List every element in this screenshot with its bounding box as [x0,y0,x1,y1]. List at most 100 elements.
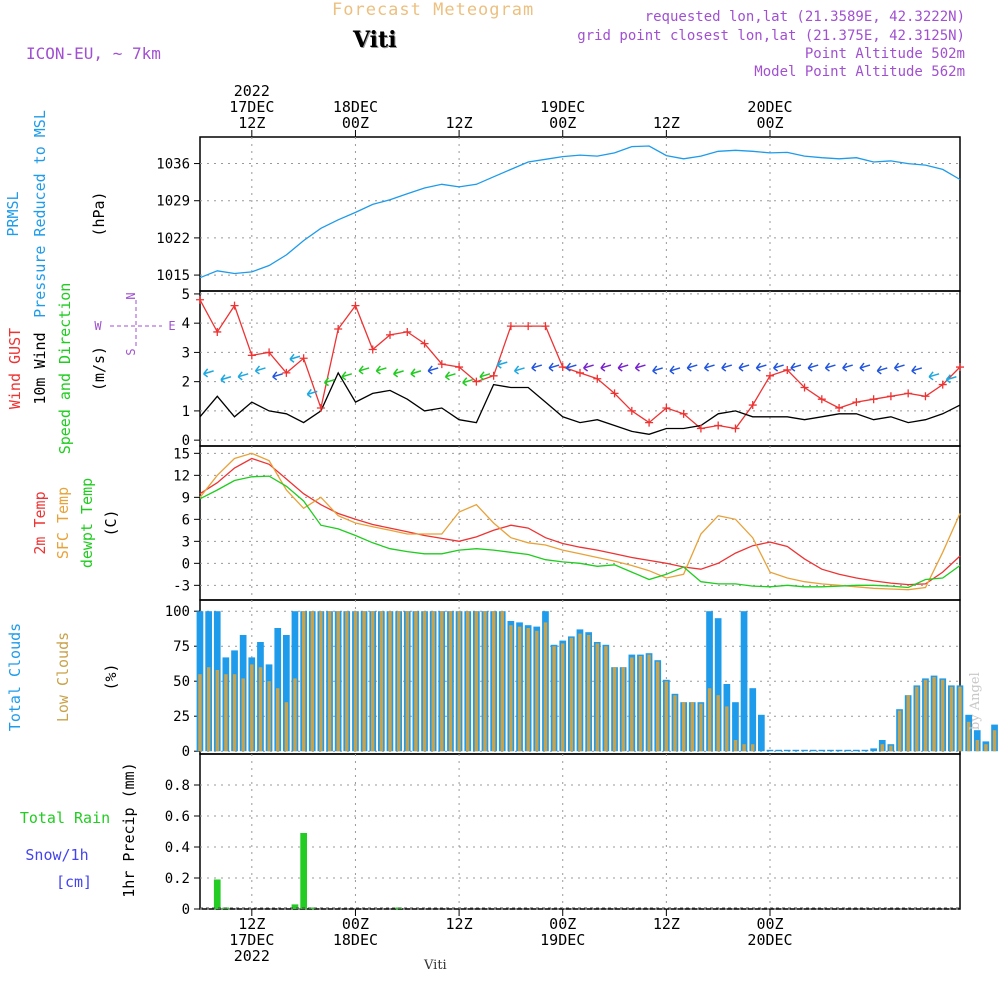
cloud-total-bar-64 [749,688,757,752]
pressure-ytick-label-3: 1036 [156,157,190,173]
gust-marker-41 [904,389,913,398]
wind-ytick-label-3: 3 [182,345,190,361]
precip-ytick-label-3: 0.6 [165,809,190,825]
wind-direction-arrow-27 [669,365,681,375]
wind-direction-arrow-29 [703,362,715,372]
requested-coords: requested lon,lat (21.3589E, 42.3222N) [644,9,965,25]
gust-marker-0 [196,295,204,304]
cloud-low-bar-12 [302,611,306,752]
pressure-ytick-label-2: 1029 [156,194,190,210]
cloud-low-bar-6 [250,664,254,752]
top-time-label-5-1: 00Z [756,114,783,132]
cloud-low-bar-36 [509,625,513,752]
cloud-low-bar-16 [336,611,340,752]
clouds-label-1: Low Clouds [54,632,72,722]
cloud-low-bar-4 [232,674,237,752]
cloud-low-bar-18 [353,611,358,752]
wind-direction-arrow-26 [652,365,663,375]
gust-marker-25 [627,406,636,415]
temperature-ytick-label-5: 12 [173,468,190,484]
precip-label-axis: 1hr Precip (mm) [120,762,138,897]
gust-marker-10 [368,345,377,354]
clouds-ytick-label-0: 0 [182,744,190,760]
cloud-low-bar-59 [707,688,712,752]
wind-direction-arrow-9 [358,365,370,375]
temperature-series-tsfc [199,452,961,591]
wind-series-wind10m [199,371,961,435]
cloud-low-bar-40 [543,622,548,752]
gust-marker-31 [731,424,740,433]
cloud-low-bar-33 [483,611,487,752]
cloud-low-bar-47 [604,646,608,752]
cloud-low-bar-7 [258,667,263,752]
temperature-label-3: (C) [102,509,120,536]
wind-direction-arrow-31 [738,362,750,372]
bottom-time-label-4-0: 12Z [653,915,680,933]
cloud-total-bar-10 [283,635,290,752]
cloud-total-bar-69 [792,749,800,752]
wind-direction-arrow-36 [824,362,836,372]
credit-watermark: by Angel [968,672,983,730]
product-title: Forecast Meteogram [332,0,535,20]
cloud-total-bar-73 [827,749,834,752]
gust-marker-1 [213,327,222,336]
cloud-total-bar-76 [853,749,860,752]
gust-marker-42 [921,392,930,401]
cloud-low-bar-46 [595,643,599,752]
gust-marker-18 [506,322,515,331]
cloud-low-bar-91 [984,744,988,752]
wind-direction-arrow-21 [565,362,577,372]
pressure-label-0: PRMSL [4,191,22,236]
cloud-low-bar-81 [897,710,902,752]
gust-marker-7 [316,403,325,412]
cloud-total-bar-75 [844,749,852,752]
wind-direction-arrow-5 [289,353,301,363]
cloud-low-bar-60 [716,695,720,752]
gust-marker-36 [817,395,826,404]
temperature-ytick-label-3: 6 [182,512,190,528]
cloud-low-bar-2 [215,670,219,752]
wind-direction-arrow-13 [427,365,439,375]
cloud-low-bar-19 [362,611,366,752]
gust-marker-22 [576,368,584,377]
cloud-low-bar-15 [327,611,332,752]
cloud-total-bar-77 [861,749,869,752]
pressure-label-1: Pressure Reduced to MSL [31,110,49,318]
wind-direction-arrow-37 [842,362,853,372]
cloud-low-bar-92 [992,730,997,752]
cloud-low-bar-24 [405,611,409,752]
wind-direction-arrow-39 [876,365,888,375]
cloud-total-bar-63 [740,611,748,752]
cloud-low-bar-1 [207,667,211,752]
cloud-low-bar-29 [448,611,453,752]
wind-direction-arrow-40 [893,362,905,372]
gust-marker-39 [869,395,878,404]
temperature-label-0: 2m Temp [31,491,49,554]
wind-ytick-label-0: 0 [182,433,190,449]
wind-direction-arrow-17 [496,359,508,369]
wind-direction-arrow-18 [513,365,525,375]
compass-west: W [94,319,102,333]
gust-marker-20 [541,322,550,331]
gust-marker-17 [489,371,498,380]
top-time-label-1-0: 18DEC [333,98,378,116]
cloud-low-bar-25 [414,611,418,752]
cloud-low-bar-20 [371,611,375,752]
cloud-low-bar-38 [526,628,530,752]
cloud-total-bar-72 [818,749,826,752]
cloud-low-bar-28 [440,611,444,752]
gust-marker-30 [714,421,723,430]
cloud-low-bar-31 [466,611,470,752]
cloud-low-bar-30 [457,611,461,752]
cloud-low-bar-53 [656,661,660,752]
pressure-panel-frame [199,136,961,292]
cloud-total-bar-71 [809,749,817,752]
cloud-low-bar-9 [276,688,280,752]
precip-ytick-label-4: 0.8 [165,778,190,794]
cloud-low-bar-64 [751,744,755,752]
cloud-low-bar-85 [932,677,936,752]
gust-marker-29 [696,424,705,433]
gust-marker-16 [472,377,481,386]
cloud-low-bar-37 [517,626,522,752]
